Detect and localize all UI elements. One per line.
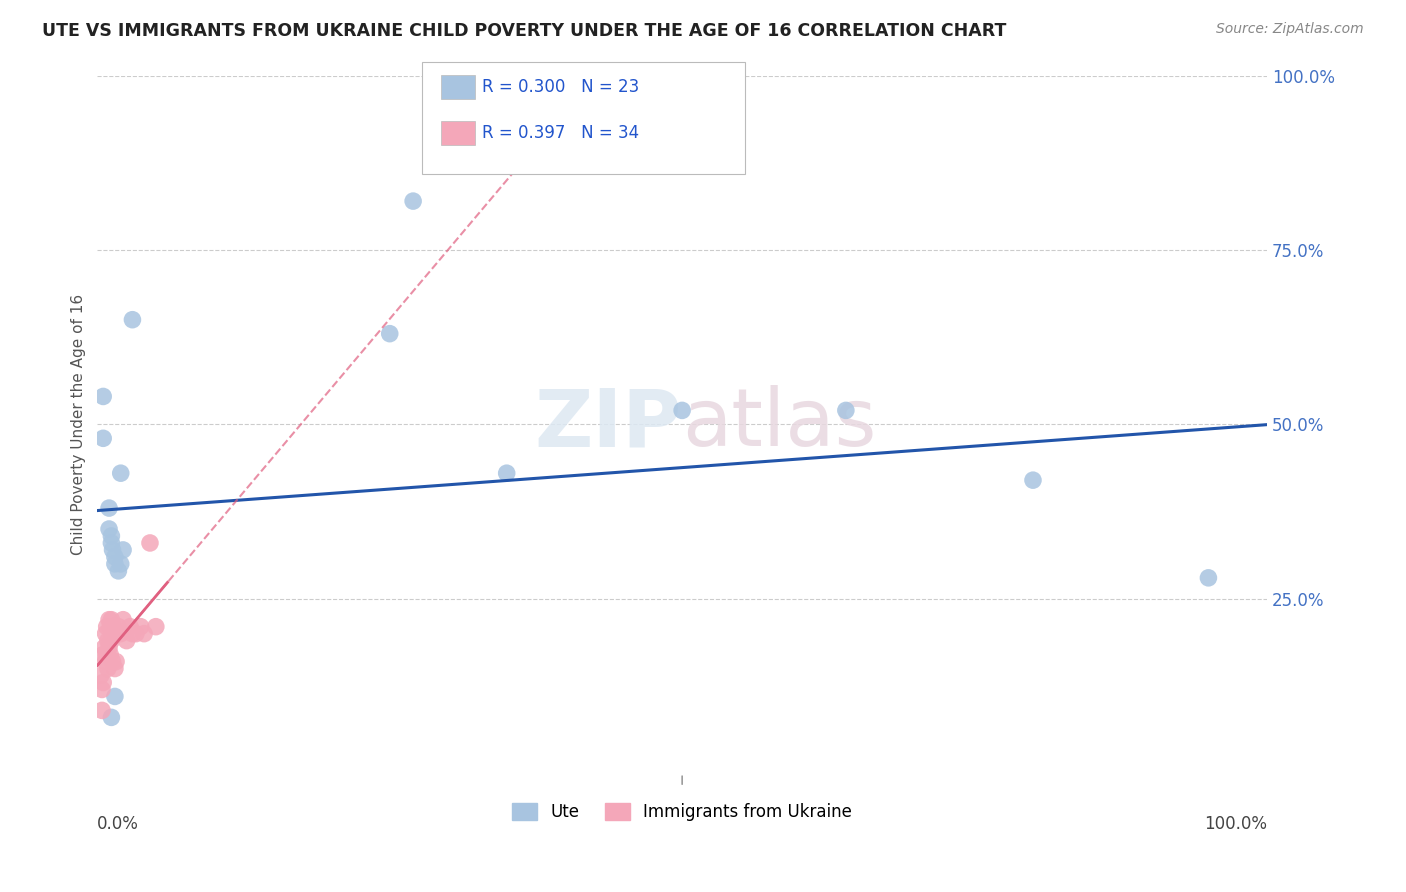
Point [112, 613, 135, 627]
Point [100, 613, 122, 627]
Point [100, 710, 122, 724]
Point [98, 522, 121, 536]
Point [835, 403, 858, 417]
Point [91, 431, 114, 445]
Point [121, 626, 143, 640]
Point [96, 620, 118, 634]
Point [98, 613, 121, 627]
Point [671, 403, 693, 417]
Point [103, 620, 125, 634]
Text: atlas: atlas [682, 385, 876, 463]
Point [100, 536, 122, 550]
Point [125, 626, 148, 640]
Point [94, 626, 117, 640]
Point [104, 661, 127, 675]
Point [100, 633, 122, 648]
Point [104, 549, 127, 564]
Point [94, 655, 117, 669]
Text: R = 0.300   N = 23: R = 0.300 N = 23 [482, 78, 640, 95]
Point [98, 640, 121, 655]
Point [115, 633, 138, 648]
Text: Source: ZipAtlas.com: Source: ZipAtlas.com [1216, 22, 1364, 37]
Point [100, 529, 122, 543]
Point [112, 543, 135, 558]
Point [120, 620, 142, 634]
Point [110, 466, 132, 480]
Point [101, 626, 124, 640]
Point [91, 389, 114, 403]
Point [104, 557, 127, 571]
Point [91, 682, 114, 697]
Point [139, 536, 162, 550]
Point [121, 312, 143, 326]
Point [90, 668, 112, 682]
Text: 100.0%: 100.0% [1204, 815, 1267, 833]
Text: ZIP: ZIP [534, 385, 682, 463]
Point [101, 655, 124, 669]
Point [107, 564, 129, 578]
Point [98, 648, 121, 662]
Point [402, 194, 425, 208]
Point [1022, 473, 1045, 487]
Point [91, 703, 114, 717]
Point [495, 466, 517, 480]
Point [110, 626, 132, 640]
Text: 0.0%: 0.0% [97, 815, 139, 833]
Point [145, 620, 167, 634]
Point [378, 326, 401, 341]
Point [129, 620, 152, 634]
Point [1197, 571, 1219, 585]
Y-axis label: Child Poverty Under the Age of 16: Child Poverty Under the Age of 16 [72, 293, 86, 555]
Text: R = 0.397   N = 34: R = 0.397 N = 34 [482, 124, 640, 142]
Point [91, 675, 114, 690]
Point [91, 648, 114, 662]
Point [101, 543, 124, 558]
Point [134, 626, 156, 640]
Point [93, 640, 115, 655]
Point [110, 557, 132, 571]
Point [98, 501, 121, 516]
Legend: Ute, Immigrants from Ukraine: Ute, Immigrants from Ukraine [506, 797, 859, 828]
Text: UTE VS IMMIGRANTS FROM UKRAINE CHILD POVERTY UNDER THE AGE OF 16 CORRELATION CHA: UTE VS IMMIGRANTS FROM UKRAINE CHILD POV… [42, 22, 1007, 40]
Point [105, 655, 128, 669]
Point [107, 620, 129, 634]
Point [104, 690, 127, 704]
Point [96, 648, 118, 662]
Point [97, 633, 120, 648]
Point [98, 620, 121, 634]
Point [97, 661, 120, 675]
